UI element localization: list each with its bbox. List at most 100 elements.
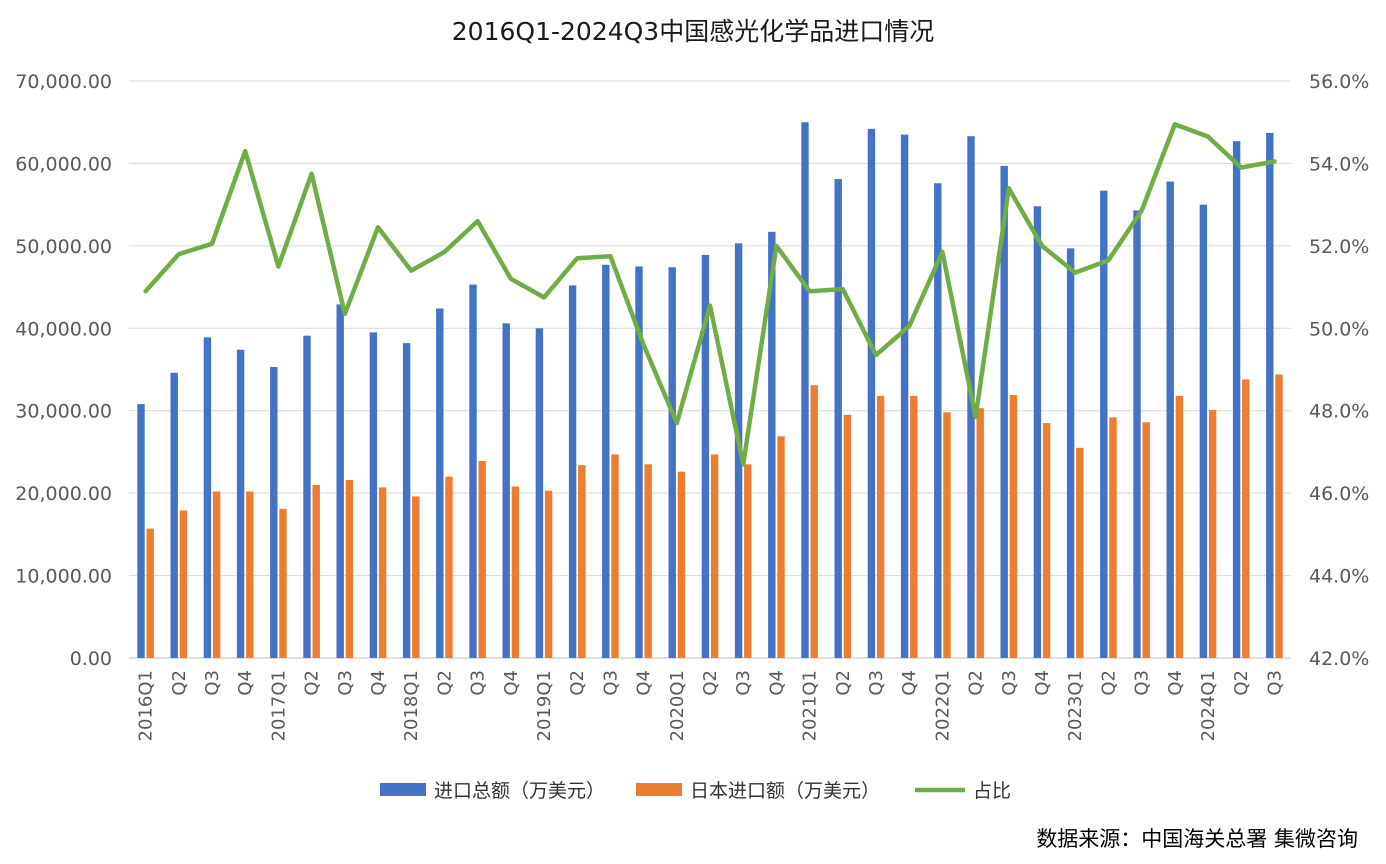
bar-total-import [1199, 204, 1208, 658]
left-tick-label: 70,000.00 [15, 71, 112, 93]
bar-japan-import [412, 496, 420, 658]
x-tick-label: Q2 [302, 670, 323, 696]
x-tick-label: Q3 [733, 670, 754, 696]
x-tick-label: Q3 [600, 670, 621, 696]
right-tick-label: 54.0% [1309, 153, 1369, 175]
bar-total-import [436, 308, 444, 658]
bar-total-import [602, 264, 610, 658]
bar-total-import [900, 134, 909, 659]
bar-total-import [1166, 181, 1174, 658]
bar-total-import [336, 304, 344, 658]
x-tick-label: Q2 [966, 670, 987, 696]
bar-japan-import [943, 412, 951, 658]
right-axis-ticks: 42.0% 44.0% 46.0% 48.0% 50.0% 52.0% 54.0% 56.0% [1309, 71, 1369, 670]
bar-total-import [1033, 206, 1042, 658]
bar-japan-import [777, 436, 785, 658]
bar-japan-import [511, 486, 520, 658]
bar-japan-import [1076, 447, 1084, 658]
bar-total-import [303, 335, 311, 658]
bar-total-import [1066, 248, 1075, 658]
bar-total-import [369, 332, 378, 658]
legend-label: 进口总额（万美元） [434, 780, 605, 802]
bar-japan-import [677, 471, 686, 658]
bar-japan-import [212, 491, 221, 658]
right-tick-label: 52.0% [1309, 236, 1369, 258]
bar-total-import [568, 285, 577, 658]
bar-japan-import [312, 484, 320, 658]
x-tick-label: 2017Q1 [268, 670, 289, 741]
bar-japan-import [445, 476, 453, 658]
left-tick-label: 40,000.00 [15, 318, 112, 340]
x-tick-label: Q2 [1098, 670, 1119, 696]
x-tick-label: Q3 [866, 670, 887, 696]
bar-total-import [934, 183, 942, 658]
bar-total-import [1232, 141, 1241, 658]
left-tick-label: 0.00 [70, 648, 112, 670]
x-tick-label: Q4 [1165, 670, 1186, 696]
bar-japan-import [1242, 379, 1250, 658]
bar-japan-import [179, 510, 188, 658]
bar-japan-import [478, 460, 486, 658]
bar-japan-import [1175, 395, 1184, 658]
x-tick-label: Q2 [567, 670, 588, 696]
bar-total-import [1266, 132, 1274, 658]
bar-total-import [768, 231, 776, 658]
x-axis-ticks: 2016Q1 Q2 Q3 Q4 2017Q1 Q2 Q3 Q4 2018Q1 Q2 Q3 Q4 2019… [136, 670, 1286, 741]
x-tick-label: Q2 [434, 670, 455, 696]
legend-swatch [380, 783, 426, 796]
bar-japan-import [710, 454, 719, 658]
x-tick-label: Q4 [501, 670, 522, 696]
share-line [143, 122, 1277, 467]
bar-japan-import [644, 464, 652, 658]
bar-japan-import [876, 395, 885, 658]
left-tick-label: 60,000.00 [15, 153, 112, 175]
bar-total-import [203, 337, 212, 658]
x-tick-label: Q4 [235, 670, 256, 696]
bar-total-import [270, 367, 278, 658]
bar-total-import [867, 128, 876, 658]
x-tick-label: Q3 [999, 670, 1020, 696]
bar-total-import [502, 323, 510, 658]
bar-japan-import [744, 464, 752, 658]
x-tick-label: 2018Q1 [401, 670, 422, 741]
bar-total-import [170, 372, 178, 658]
bar-japan-import [544, 490, 553, 658]
left-tick-label: 50,000.00 [15, 236, 112, 258]
x-tick-label: Q2 [1231, 670, 1252, 696]
left-tick-label: 10,000.00 [15, 566, 112, 588]
legend-swatch [636, 783, 682, 796]
bar-japan-import [246, 491, 254, 658]
x-tick-label: Q4 [634, 670, 655, 696]
bar-total-import [137, 404, 145, 658]
bar-total-import [1133, 210, 1141, 659]
right-tick-label: 44.0% [1309, 566, 1369, 588]
x-tick-label: 2020Q1 [667, 670, 688, 741]
x-tick-label: Q2 [700, 670, 721, 696]
bar-japan-import [1208, 409, 1217, 658]
bar-japan-import [976, 408, 984, 658]
bar-total-import [801, 122, 809, 658]
bar-japan-import [910, 395, 918, 658]
bar-total-import [668, 267, 676, 658]
bar-japan-import [843, 414, 852, 658]
x-tick-label: 2023Q1 [1065, 670, 1086, 741]
bar-japan-import [1275, 374, 1283, 658]
right-tick-label: 46.0% [1309, 483, 1369, 505]
right-tick-label: 50.0% [1309, 318, 1369, 340]
x-tick-label: Q3 [335, 670, 356, 696]
right-tick-label: 56.0% [1309, 71, 1369, 93]
x-tick-label: Q4 [368, 670, 389, 696]
x-tick-label: 2019Q1 [534, 670, 555, 741]
x-tick-label: Q4 [766, 670, 787, 696]
bar-total-import [1000, 165, 1008, 658]
bar-total-import [701, 254, 710, 658]
left-tick-label: 30,000.00 [15, 401, 112, 423]
bar-japan-import [1109, 417, 1117, 658]
x-tick-label: 2024Q1 [1198, 670, 1219, 741]
bar-japan-import [378, 487, 387, 658]
bar-total-import [236, 349, 245, 658]
bar-total-import [1100, 190, 1108, 658]
bar-japan-import [611, 454, 619, 658]
x-tick-label: 2021Q1 [800, 670, 821, 741]
